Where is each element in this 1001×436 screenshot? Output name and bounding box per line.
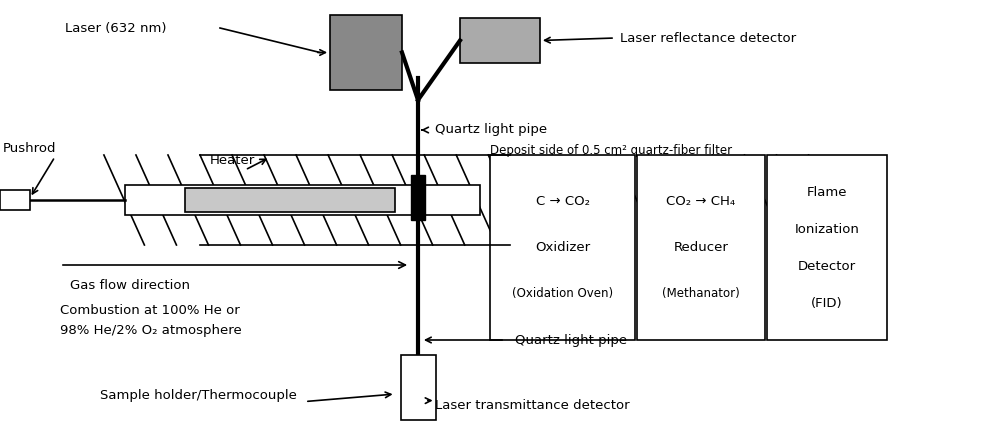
Text: CO₂ → CH₄: CO₂ → CH₄ <box>667 195 736 208</box>
Bar <box>637 155 765 340</box>
Bar <box>0 190 30 210</box>
Bar <box>185 188 395 212</box>
Text: Ionization: Ionization <box>795 222 860 235</box>
Bar <box>767 155 887 340</box>
Text: Flame: Flame <box>807 185 847 198</box>
Text: Gas flow direction: Gas flow direction <box>70 279 190 292</box>
Text: C → CO₂: C → CO₂ <box>536 195 590 208</box>
Text: Detector: Detector <box>798 259 856 272</box>
Bar <box>490 155 635 340</box>
Text: Reducer: Reducer <box>674 241 729 254</box>
Text: 98% He/2% O₂ atmosphere: 98% He/2% O₂ atmosphere <box>60 324 242 337</box>
Text: Quartz light pipe: Quartz light pipe <box>435 123 548 136</box>
Bar <box>330 15 402 90</box>
Text: Sample holder/Thermocouple: Sample holder/Thermocouple <box>100 388 297 402</box>
Text: Quartz light pipe: Quartz light pipe <box>515 334 627 347</box>
Text: (Oxidation Oven): (Oxidation Oven) <box>512 287 613 300</box>
Text: Heater: Heater <box>210 153 255 167</box>
Text: Laser (632 nm): Laser (632 nm) <box>65 21 166 34</box>
Text: Combustion at 100% He or: Combustion at 100% He or <box>60 303 240 317</box>
Text: Pushrod: Pushrod <box>3 142 56 154</box>
Text: (Methanator): (Methanator) <box>662 287 740 300</box>
Text: Oxidizer: Oxidizer <box>535 241 590 254</box>
Text: (FID): (FID) <box>811 296 843 310</box>
Text: Deposit side of 0.5 cm² quartz-fiber filter: Deposit side of 0.5 cm² quartz-fiber fil… <box>490 143 732 157</box>
Text: Laser transmittance detector: Laser transmittance detector <box>435 399 630 412</box>
Bar <box>460 18 540 63</box>
Bar <box>125 185 480 215</box>
Bar <box>400 355 435 420</box>
Bar <box>411 175 425 220</box>
Text: Laser reflectance detector: Laser reflectance detector <box>620 31 796 44</box>
